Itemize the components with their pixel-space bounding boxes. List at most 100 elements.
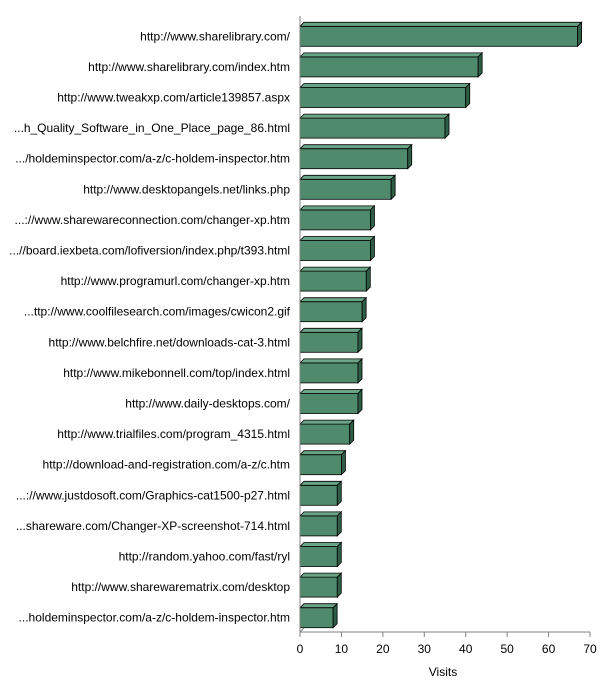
bar: [299, 449, 347, 476]
bar-top: [299, 327, 363, 333]
bar-side: [477, 51, 483, 78]
bar-top: [299, 419, 355, 425]
bar-front: [299, 423, 351, 445]
category-labels: http://www.sharelibrary.com/http://www.s…: [9, 29, 290, 624]
bar: [299, 296, 368, 323]
category-label: http://www.tweakxp.com/article139857.asp…: [57, 91, 290, 105]
bar-side: [332, 602, 338, 629]
category-label: http://download-and-registration.com/a-z…: [43, 458, 290, 472]
bar-front: [299, 209, 371, 231]
category-label: http://www.mikebonnell.com/top/index.htm…: [63, 366, 290, 380]
bar: [299, 510, 343, 537]
bar-front: [299, 484, 338, 506]
x-axis-title: Visits: [429, 665, 457, 679]
bar: [299, 204, 376, 231]
x-tick-label: 60: [542, 642, 556, 656]
bar: [299, 143, 413, 170]
bar-front: [299, 607, 334, 629]
bar: [299, 388, 363, 415]
bar-front: [299, 546, 338, 567]
x-axis: 0 10 20 30 40 50 60 70: [297, 16, 597, 656]
bar-top: [299, 389, 363, 394]
bar-front: [299, 56, 479, 78]
bar-side: [361, 296, 367, 323]
bar-side: [336, 572, 342, 599]
category-label: ...//board.iexbeta.com/lofiversion/index…: [9, 244, 290, 258]
bar-top: [299, 603, 339, 609]
category-label: ...://www.justdosoft.com/Graphics-cat150…: [16, 488, 290, 502]
bar-front: [299, 117, 446, 139]
bar: [299, 82, 471, 109]
category-label: http://random.yahoo.com/fast/ryl: [119, 550, 290, 564]
x-tick-label: 70: [583, 642, 597, 656]
bar-side: [577, 21, 582, 48]
bar: [299, 419, 355, 446]
bar-front: [299, 331, 359, 353]
bar-side: [390, 174, 396, 201]
category-label: ...ttp://www.coolfilesearch.com/images/c…: [24, 305, 291, 319]
bar-side: [349, 419, 355, 446]
bar-front: [299, 178, 392, 200]
category-label: http://www.trialfiles.com/program_4315.h…: [57, 427, 290, 441]
category-label: http://www.belchfire.net/downloads-cat-3…: [49, 335, 290, 349]
bar: [299, 572, 343, 599]
bar-front: [299, 362, 359, 384]
x-tick-label: 0: [297, 642, 304, 656]
bar-side: [370, 204, 375, 231]
category-label: .../holdeminspector.com/a-z/c-holdem-ins…: [15, 152, 290, 166]
x-tick-label: 40: [459, 642, 473, 656]
bar-side: [357, 327, 363, 354]
category-label: http://www.sharelibrary.com/: [140, 29, 290, 43]
bar-side: [465, 82, 471, 109]
bar-top: [299, 297, 368, 303]
bar-side: [370, 235, 375, 262]
bar: [299, 113, 450, 140]
bar-top: [299, 236, 376, 241]
bar: [299, 480, 343, 507]
bar-front: [299, 148, 409, 170]
category-label: ...h_Quality_Software_in_One_Place_page_…: [14, 121, 290, 135]
bar: [299, 327, 363, 354]
bar-side: [357, 357, 363, 384]
bar-top: [299, 21, 583, 27]
bar-top: [299, 205, 376, 211]
bar-top: [299, 572, 343, 578]
bar: [299, 602, 339, 629]
bar-group: [299, 21, 583, 629]
category-label: http://www.sharewarematrix.com/desktop: [71, 580, 290, 594]
bar-front: [299, 240, 371, 261]
bar: [299, 174, 397, 201]
bar-top: [299, 144, 413, 150]
bar: [299, 51, 484, 78]
bar-top: [299, 266, 372, 272]
bar-side: [336, 541, 342, 568]
bar-front: [299, 87, 467, 108]
bar-front: [299, 515, 338, 537]
bar-top: [299, 52, 484, 58]
category-label: http://www.sharelibrary.com/index.htm: [88, 60, 290, 74]
bar-front: [299, 454, 342, 476]
category-label: ...://www.sharewareconnection.com/change…: [15, 213, 290, 227]
bar: [299, 21, 583, 48]
bar-front: [299, 576, 338, 598]
bar-side: [365, 266, 371, 293]
bar-front: [299, 25, 578, 47]
bar-top: [299, 542, 343, 547]
category-label: http://www.desktopangels.net/links.php: [83, 182, 290, 196]
x-tick-label: 30: [418, 642, 432, 656]
bar: [299, 541, 343, 568]
bar-top: [299, 480, 343, 486]
bar: [299, 266, 372, 293]
bar-top: [299, 450, 347, 456]
bar: [299, 235, 376, 262]
bar-front: [299, 270, 367, 292]
bar-front: [299, 393, 359, 414]
bar-side: [336, 480, 342, 507]
category-label: ...holdeminspector.com/a-z/c-holdem-insp…: [19, 611, 290, 625]
bar-top: [299, 358, 363, 364]
bar-top: [299, 511, 343, 517]
bar-side: [444, 113, 450, 140]
bar: [299, 357, 363, 384]
bar-top: [299, 83, 471, 88]
